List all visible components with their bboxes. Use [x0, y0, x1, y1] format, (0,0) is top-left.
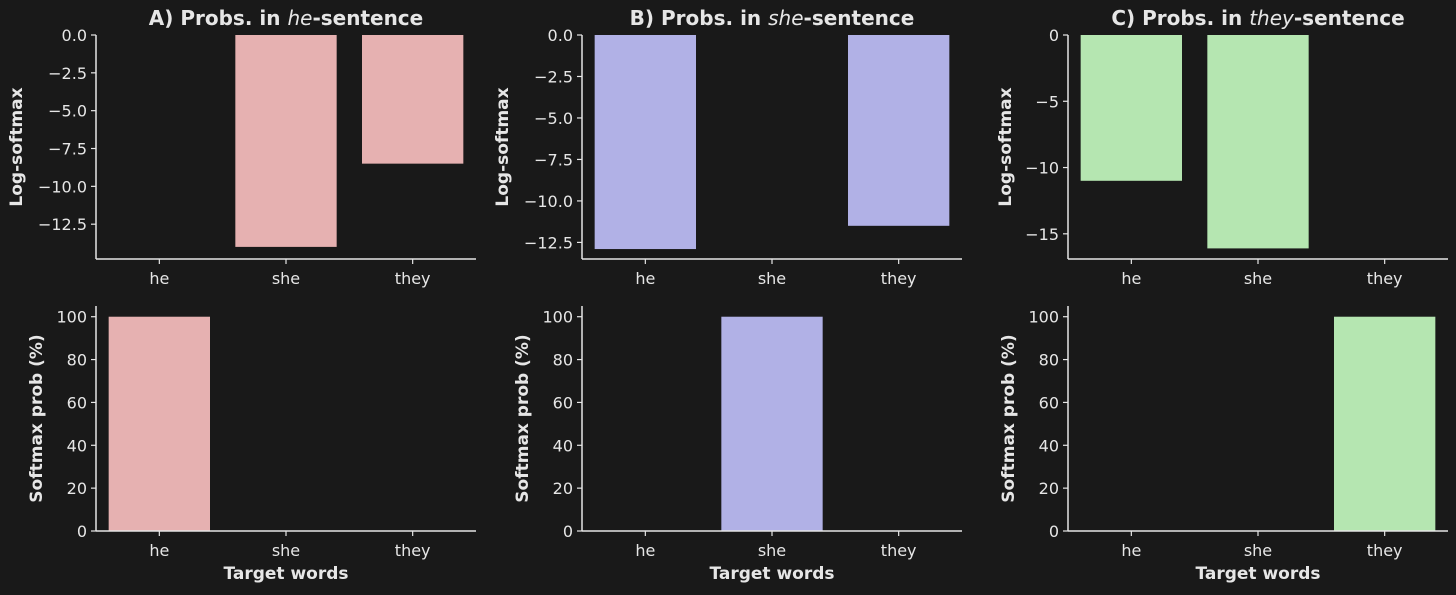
bar-he [594, 35, 696, 250]
y-axis-label: Log-softmax [493, 87, 513, 206]
y-tick-label: 20 [1039, 479, 1059, 498]
x-tick-label: she [758, 269, 786, 288]
chart-panel-B-prob: 0 20 40 60 80 100 he she they Softmax prob (%) Tar… [513, 306, 962, 584]
y-tick-label: 0 [1049, 522, 1059, 541]
y-axis-label: Log-softmax [996, 87, 1016, 206]
y-tick-label: 0.0 [548, 26, 573, 45]
x-axis-label: Target words [709, 564, 834, 584]
y-tick-label: 80 [67, 351, 87, 370]
title-prefix: B) Probs. in [630, 6, 768, 30]
x-tick-label: she [758, 541, 786, 560]
x-tick-label: they [881, 269, 917, 288]
x-tick-label: they [395, 541, 431, 560]
bar-she [721, 316, 823, 531]
y-tick-label: −10 [1025, 159, 1059, 178]
bar-they [848, 35, 950, 226]
x-tick-label: she [272, 541, 300, 560]
panel-title: C) Probs. in they-sentence [1111, 6, 1404, 30]
x-tick-label: she [272, 269, 300, 288]
y-tick-label: −2.5 [48, 64, 87, 83]
y-tick-label: 40 [553, 436, 573, 455]
y-tick-label: −2.5 [534, 67, 573, 86]
y-tick-label: −15 [1025, 225, 1059, 244]
chart-panel-A-prob: 0 20 40 60 80 100 he she they Softmax prob (%) Tar… [27, 306, 476, 584]
title-prefix: C) Probs. in [1111, 6, 1249, 30]
x-tick-label: they [1367, 541, 1403, 560]
x-axis-label: Target words [223, 564, 348, 584]
y-tick-label: 20 [67, 479, 87, 498]
y-axis-label: Softmax prob (%) [999, 334, 1019, 502]
chart-panel-B-log: 0.0 −2.5 −5.0 −7.5 −10.0 −12.5 he she they Log-so… [493, 6, 962, 288]
x-tick-label: he [635, 269, 655, 288]
title-suffix: -sentence [312, 6, 423, 30]
y-tick-label: −10.0 [38, 177, 87, 196]
chart-panel-C-prob: 0 20 40 60 80 100 he she they Softmax prob (%) Tar… [999, 306, 1448, 584]
x-tick-label: they [881, 541, 917, 560]
y-tick-label: 0.0 [62, 26, 87, 45]
y-tick-label: 0 [1049, 26, 1059, 45]
title-prefix: A) Probs. in [149, 6, 288, 30]
x-tick-label: he [1121, 541, 1141, 560]
y-axis-label: Log-softmax [7, 87, 27, 206]
y-tick-label: 80 [1039, 351, 1059, 370]
bar-she [1207, 35, 1309, 249]
y-tick-label: 60 [553, 393, 573, 412]
y-axis-label: Softmax prob (%) [513, 334, 533, 502]
y-tick-label: −12.5 [38, 215, 87, 234]
x-tick-label: he [149, 269, 169, 288]
x-tick-label: he [1121, 269, 1141, 288]
y-tick-label: 0 [77, 522, 87, 541]
y-tick-label: 60 [67, 393, 87, 412]
bar-she [235, 35, 337, 247]
bar-he [108, 316, 210, 531]
x-tick-label: he [149, 541, 169, 560]
title-suffix: -sentence [804, 6, 915, 30]
panel-title: A) Probs. in he-sentence [149, 6, 423, 30]
y-tick-label: −5.0 [48, 102, 87, 121]
y-tick-label: 40 [1039, 436, 1059, 455]
y-tick-label: 80 [553, 351, 573, 370]
y-tick-label: −7.5 [48, 140, 87, 159]
y-tick-label: −12.5 [524, 233, 573, 252]
bar-he [1080, 35, 1182, 181]
y-tick-label: 100 [542, 308, 573, 327]
chart-panel-A-log: 0.0 −2.5 −5.0 −7.5 −10.0 −12.5 he she they Log-so… [7, 6, 476, 288]
y-tick-label: 20 [553, 479, 573, 498]
y-tick-label: −5.0 [534, 109, 573, 128]
chart-panel-C-log: 0 −5 −10 −15 he she they Log-softmax C) Probs. i… [996, 6, 1448, 288]
bar-they [362, 35, 464, 164]
x-axis-label: Target words [1195, 564, 1320, 584]
y-tick-label: 100 [1028, 308, 1059, 327]
title-italic: he [287, 6, 312, 30]
y-tick-label: −10.0 [524, 192, 573, 211]
y-tick-label: 0 [563, 522, 573, 541]
y-tick-label: −7.5 [534, 150, 573, 169]
panel-title: B) Probs. in she-sentence [630, 6, 915, 30]
x-tick-label: she [1244, 269, 1272, 288]
bar-they [1334, 316, 1436, 531]
y-axis-label: Softmax prob (%) [27, 334, 47, 502]
title-italic: she [768, 6, 803, 30]
x-tick-label: they [1367, 269, 1403, 288]
x-tick-label: she [1244, 541, 1272, 560]
x-tick-label: he [635, 541, 655, 560]
y-tick-label: 60 [1039, 393, 1059, 412]
x-tick-label: they [395, 269, 431, 288]
title-italic: they [1249, 6, 1295, 30]
y-tick-label: 100 [56, 308, 87, 327]
y-tick-label: 40 [67, 436, 87, 455]
y-tick-label: −5 [1035, 92, 1059, 111]
title-suffix: -sentence [1294, 6, 1405, 30]
